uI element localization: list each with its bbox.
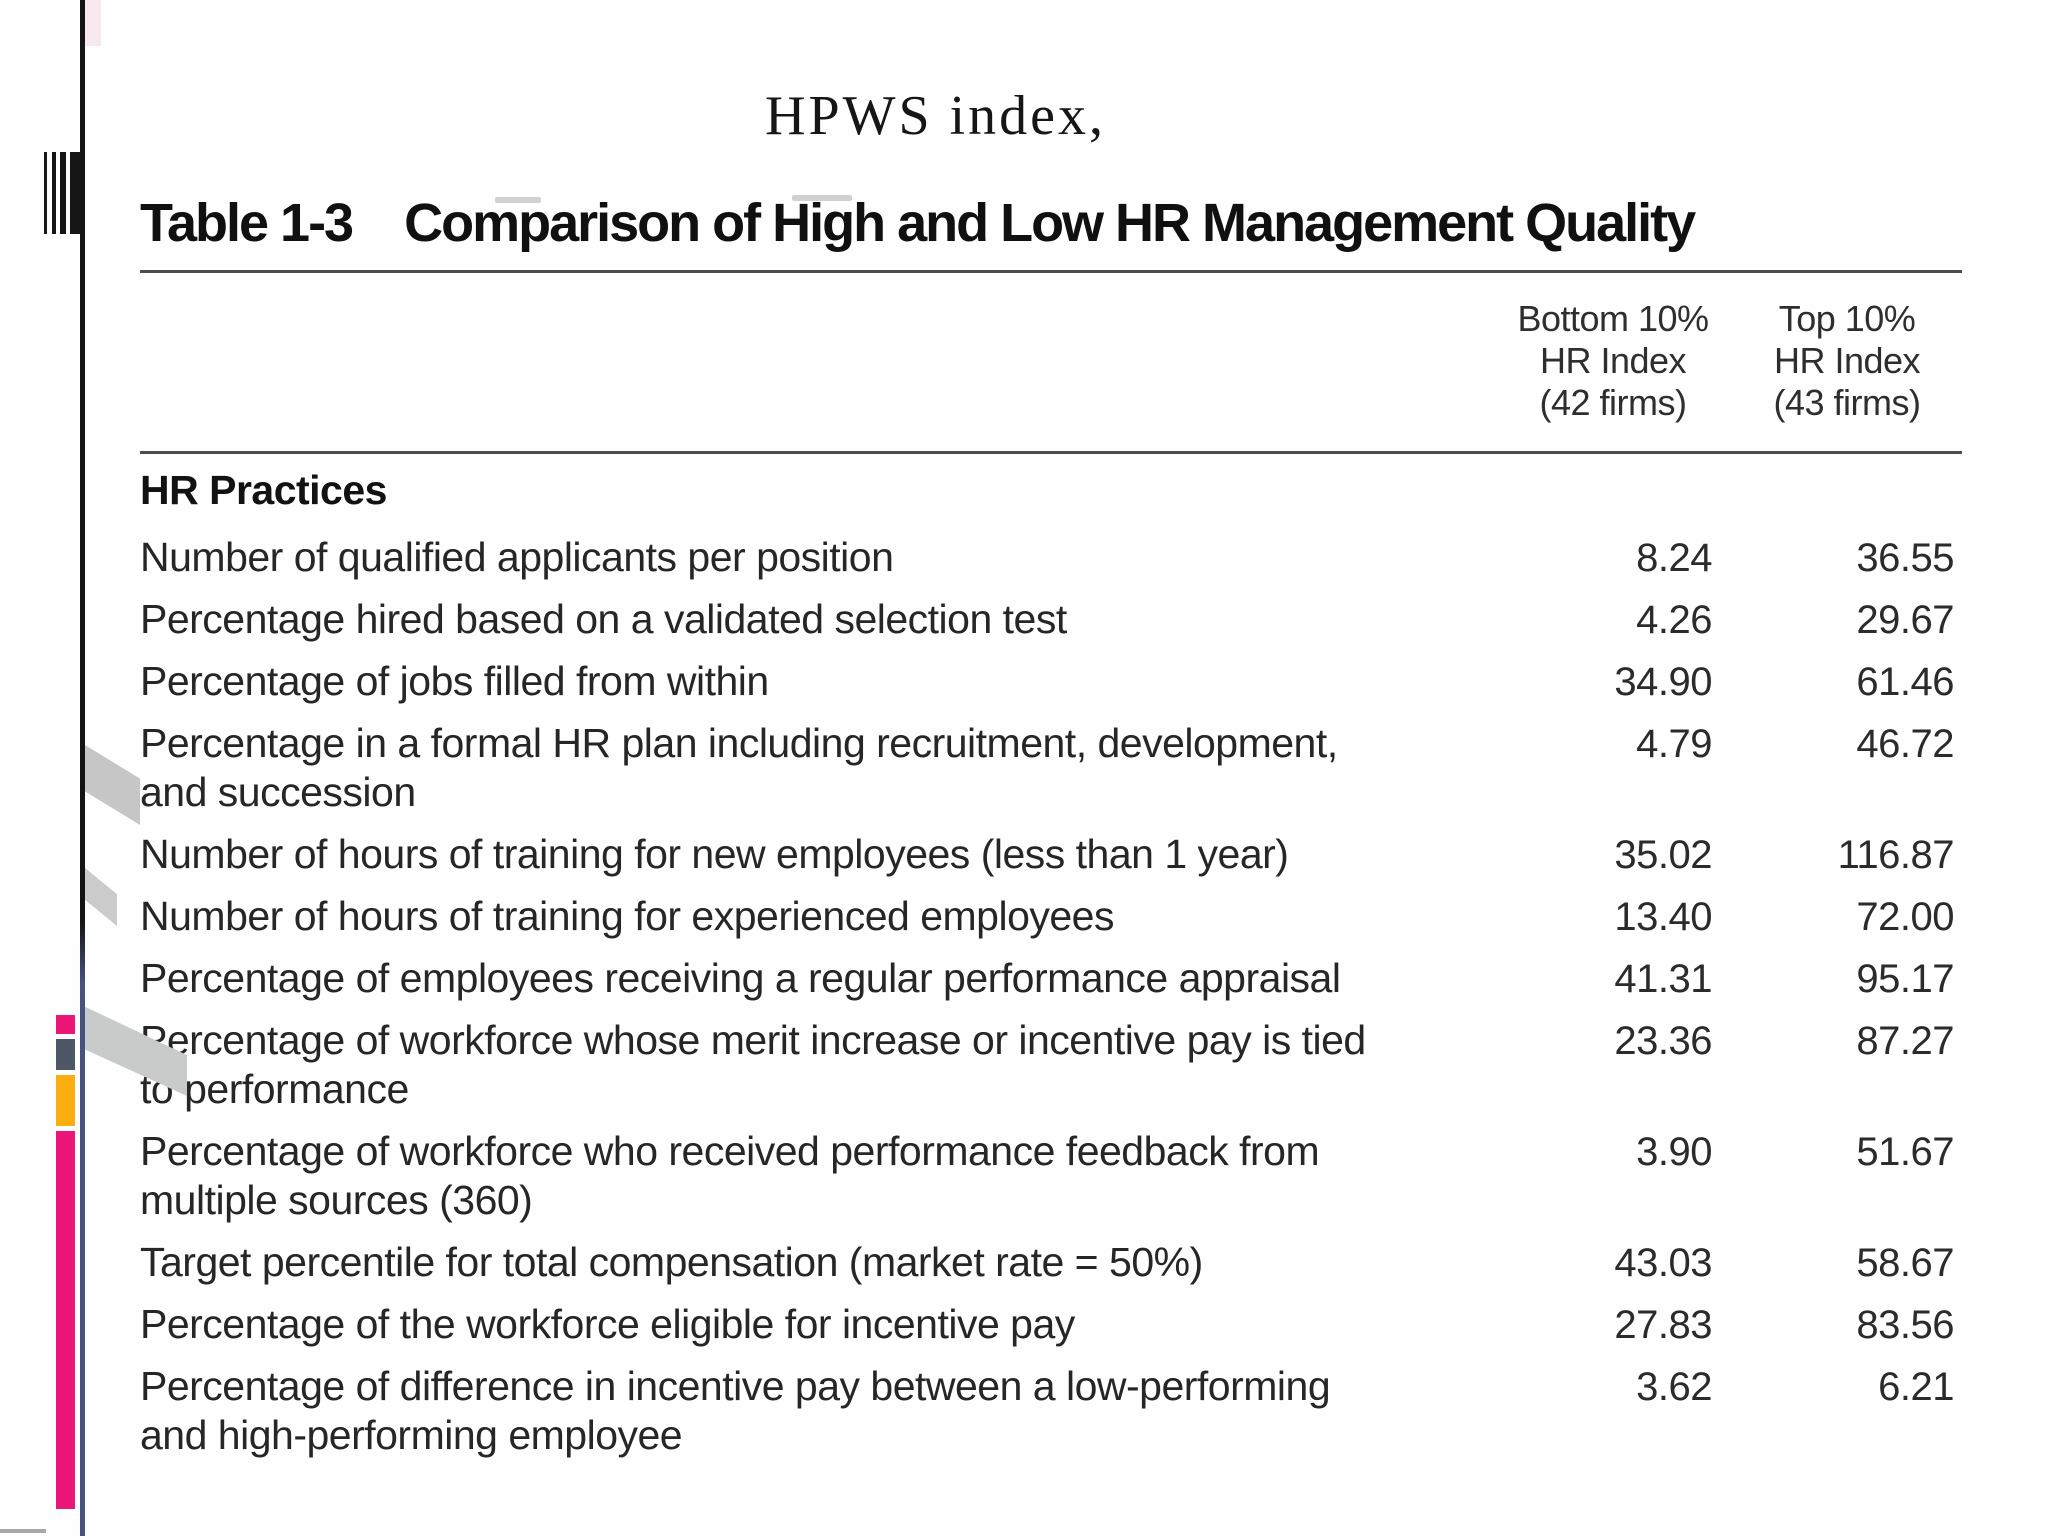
sidebar-accent-square-pink [56, 1015, 75, 1034]
row-value-bottom10: 27.83 [1614, 1303, 1712, 1347]
row-value-top10: 95.17 [1856, 957, 1954, 1001]
table-caption: Table 1-3 Comparison of High and Low HR M… [140, 192, 1696, 254]
row-value-top10: 36.55 [1856, 536, 1954, 580]
row-label: Percentage of difference in incentive pa… [140, 1363, 1331, 1458]
row-value-top10: 58.67 [1856, 1241, 1954, 1285]
row-label: Percentage of jobs filled from within [140, 658, 769, 704]
table-row: Percentage of workforce whose merit incr… [140, 1016, 1962, 1114]
bottom-edge-line [0, 1529, 46, 1533]
table-row: Percentage of the workforce eligible for… [140, 1300, 1962, 1349]
barcode-bar [44, 152, 47, 234]
gray-chevron-decoration [85, 868, 117, 926]
smudge-artifact [495, 197, 541, 203]
section-header: HR Practices [140, 467, 387, 513]
table-row: Target percentile for total compensation… [140, 1238, 1962, 1287]
barcode-icon [44, 152, 81, 234]
table-row: Number of qualified applicants per posit… [140, 533, 1962, 582]
row-value-bottom10: 23.36 [1614, 1019, 1712, 1063]
hr-practices-table: HR Practices Number of qualified applica… [140, 466, 1962, 1473]
row-value-bottom10: 35.02 [1614, 833, 1712, 877]
table-title: Comparison of High and Low HR Management… [404, 193, 1696, 253]
row-label: Percentage of the workforce eligible for… [140, 1301, 1075, 1347]
barcode-bar [52, 152, 56, 234]
column-header-line: Bottom 10% [1517, 298, 1709, 339]
table-row: Percentage in a formal HR plan including… [140, 719, 1962, 817]
row-label: Percentage of workforce who received per… [140, 1128, 1320, 1223]
row-value-bottom10: 4.26 [1636, 598, 1712, 642]
row-label: Percentage in a formal HR plan including… [140, 720, 1338, 815]
column-header-line: (42 firms) [1539, 382, 1688, 423]
table-header-rule [140, 451, 1962, 454]
sidebar-accent-bar-magenta [56, 1131, 75, 1509]
row-value-bottom10: 8.24 [1636, 536, 1712, 580]
barcode-bar [70, 152, 81, 234]
row-value-bottom10: 4.79 [1636, 722, 1712, 766]
table-row: Percentage of jobs filled from within 34… [140, 657, 1962, 706]
row-value-top10: 83.56 [1856, 1303, 1954, 1347]
row-value-top10: 87.27 [1856, 1019, 1954, 1063]
pink-corner-artifact [85, 0, 101, 46]
column-header-line: HR Index [1773, 340, 1921, 381]
row-value-top10: 116.87 [1837, 833, 1955, 877]
table-row: Percentage of difference in incentive pa… [140, 1362, 1962, 1460]
row-label: Number of hours of training for new empl… [140, 831, 1289, 877]
row-value-bottom10: 3.62 [1636, 1365, 1712, 1409]
gray-chevron-decoration [85, 745, 140, 825]
row-value-bottom10: 13.40 [1614, 895, 1712, 939]
row-label: Percentage of employees receiving a regu… [140, 955, 1341, 1001]
row-label: Target percentile for total compensation… [140, 1239, 1203, 1285]
sidebar-accent-square-slate [56, 1039, 75, 1070]
column-header-line: HR Index [1539, 340, 1687, 381]
page-heading: HPWS index, [765, 85, 1106, 147]
row-label: Percentage hired based on a validated se… [140, 596, 1067, 642]
row-value-top10: 6.21 [1878, 1365, 1954, 1409]
column-header-top10: Top 10% HR Index (43 firms) [1727, 298, 1967, 424]
row-label: Number of hours of training for experien… [140, 893, 1114, 939]
table-row: Percentage hired based on a validated se… [140, 595, 1962, 644]
column-header-bottom10: Bottom 10% HR Index (42 firms) [1493, 298, 1733, 424]
sidebar-accent-square-amber [56, 1075, 75, 1126]
table-row: Percentage of employees receiving a regu… [140, 954, 1962, 1003]
table-rows: Number of qualified applicants per posit… [140, 533, 1962, 1460]
row-label: Percentage of workforce whose merit incr… [140, 1017, 1366, 1112]
column-header-line: Top 10% [1778, 298, 1916, 339]
table-row: Percentage of workforce who received per… [140, 1127, 1962, 1225]
page-border-line [80, 0, 85, 1536]
column-header-line: (43 firms) [1773, 382, 1922, 423]
row-label: Number of qualified applicants per posit… [140, 534, 894, 580]
table-top-rule [140, 270, 1962, 273]
row-value-top10: 61.46 [1856, 660, 1954, 704]
row-value-bottom10: 3.90 [1636, 1130, 1712, 1174]
barcode-bar [60, 152, 66, 234]
row-value-top10: 51.67 [1856, 1130, 1954, 1174]
table-row: Number of hours of training for new empl… [140, 830, 1962, 879]
row-value-top10: 46.72 [1856, 722, 1954, 766]
row-value-bottom10: 34.90 [1614, 660, 1712, 704]
table-number: Table 1-3 [140, 193, 354, 253]
smudge-artifact [792, 195, 852, 201]
row-value-bottom10: 43.03 [1614, 1241, 1712, 1285]
table-row: Number of hours of training for experien… [140, 892, 1962, 941]
row-value-top10: 29.67 [1856, 598, 1954, 642]
row-value-bottom10: 41.31 [1614, 957, 1712, 1001]
row-value-top10: 72.00 [1856, 895, 1954, 939]
